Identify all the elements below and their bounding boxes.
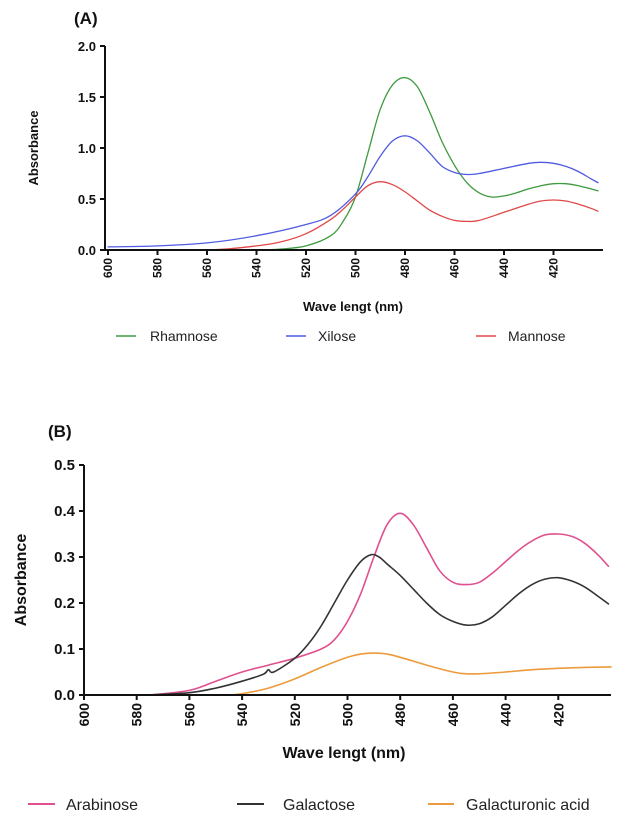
y-tick-label: 0.0 — [54, 687, 75, 704]
panel-b-x-ticks: 600 580 560 540 520 500 480 460 440 420 — [76, 695, 566, 726]
x-tick-label: 580 — [151, 258, 165, 278]
y-tick-label: 0.0 — [78, 243, 96, 258]
panel-a-label: (A) — [74, 9, 98, 28]
panel-a-x-axis-title: Wave lengt (nm) — [303, 299, 403, 314]
y-tick-label: 1.0 — [78, 141, 96, 156]
legend-item-galacturonic-acid: Galacturonic acid — [428, 797, 590, 814]
y-tick-label: 0.1 — [54, 641, 75, 658]
legend-label-arabinose: Arabinose — [66, 797, 138, 814]
series-line-arabinose — [149, 512, 610, 696]
legend-item-xilose: Xilose — [286, 328, 356, 344]
y-tick-label: 0.5 — [54, 457, 75, 474]
panel-a-chart: (A) 0.0 0.5 1.0 1.5 2.0 600 580 560 540 520 500 48… — [26, 9, 603, 344]
x-tick-label: 420 — [547, 258, 561, 278]
x-tick-label: 500 — [340, 703, 356, 727]
legend-item-rhamnose: Rhamnose — [116, 328, 218, 344]
panel-a-y-axis-title: Absorbance — [26, 110, 41, 185]
x-tick-label: 600 — [101, 258, 115, 278]
x-tick-label: 480 — [392, 703, 408, 727]
panel-a-y-ticks: 0.0 0.5 1.0 1.5 2.0 — [78, 39, 105, 258]
x-tick-label: 580 — [129, 703, 145, 727]
legend-item-mannose: Mannose — [476, 328, 566, 344]
legend-label-rhamnose: Rhamnose — [150, 328, 218, 344]
series-line-galactose — [149, 553, 610, 696]
series-line-galacturonic-acid — [228, 652, 612, 696]
panel-b-legend: Arabinose Galactose Galacturonic acid — [28, 797, 590, 814]
x-tick-label: 560 — [181, 703, 197, 727]
y-tick-label: 0.5 — [78, 192, 96, 207]
panel-a-series-lines — [107, 76, 599, 251]
panel-b-series-lines — [149, 512, 612, 696]
legend-item-arabinose: Arabinose — [28, 797, 138, 814]
legend-label-xilose: Xilose — [318, 328, 356, 344]
y-tick-label: 0.4 — [54, 503, 76, 520]
legend-label-galacturonic-acid: Galacturonic acid — [466, 797, 590, 814]
series-line-rhamnose — [107, 76, 599, 251]
x-tick-label: 480 — [398, 258, 412, 278]
legend-label-galactose: Galactose — [283, 797, 355, 814]
panel-b-x-axis-title: Wave lengt (nm) — [283, 745, 406, 762]
x-tick-label: 440 — [497, 258, 511, 278]
x-tick-label: 500 — [349, 258, 363, 278]
panel-a-x-ticks: 600 580 560 540 520 500 480 460 440 420 — [101, 250, 561, 278]
y-tick-label: 0.2 — [54, 595, 75, 612]
x-tick-label: 540 — [234, 703, 250, 727]
x-tick-label: 420 — [550, 703, 566, 727]
y-tick-label: 0.3 — [54, 549, 75, 566]
x-tick-label: 560 — [200, 258, 214, 278]
x-tick-label: 520 — [287, 703, 303, 727]
x-tick-label: 540 — [250, 258, 264, 278]
panel-b-chart: (B) 0.0 0.1 0.2 0.3 0.4 0.5 600 580 560 540 520 50… — [13, 422, 612, 814]
x-tick-label: 520 — [299, 258, 313, 278]
y-tick-label: 2.0 — [78, 39, 96, 54]
x-tick-label: 460 — [448, 258, 462, 278]
panel-a-legend: Rhamnose Xilose Mannose — [116, 328, 566, 344]
x-tick-label: 600 — [76, 703, 92, 727]
panel-b-y-axis-title: Absorbance — [13, 534, 30, 627]
legend-label-mannose: Mannose — [508, 328, 566, 344]
panel-b-y-ticks: 0.0 0.1 0.2 0.3 0.4 0.5 — [54, 457, 84, 704]
panel-b-label: (B) — [48, 422, 72, 441]
series-line-xilose — [107, 135, 599, 248]
legend-item-galactose: Galactose — [237, 797, 355, 814]
x-tick-label: 440 — [498, 703, 514, 727]
y-tick-label: 1.5 — [78, 90, 96, 105]
series-line-mannose — [107, 181, 599, 251]
x-tick-label: 460 — [445, 703, 461, 727]
